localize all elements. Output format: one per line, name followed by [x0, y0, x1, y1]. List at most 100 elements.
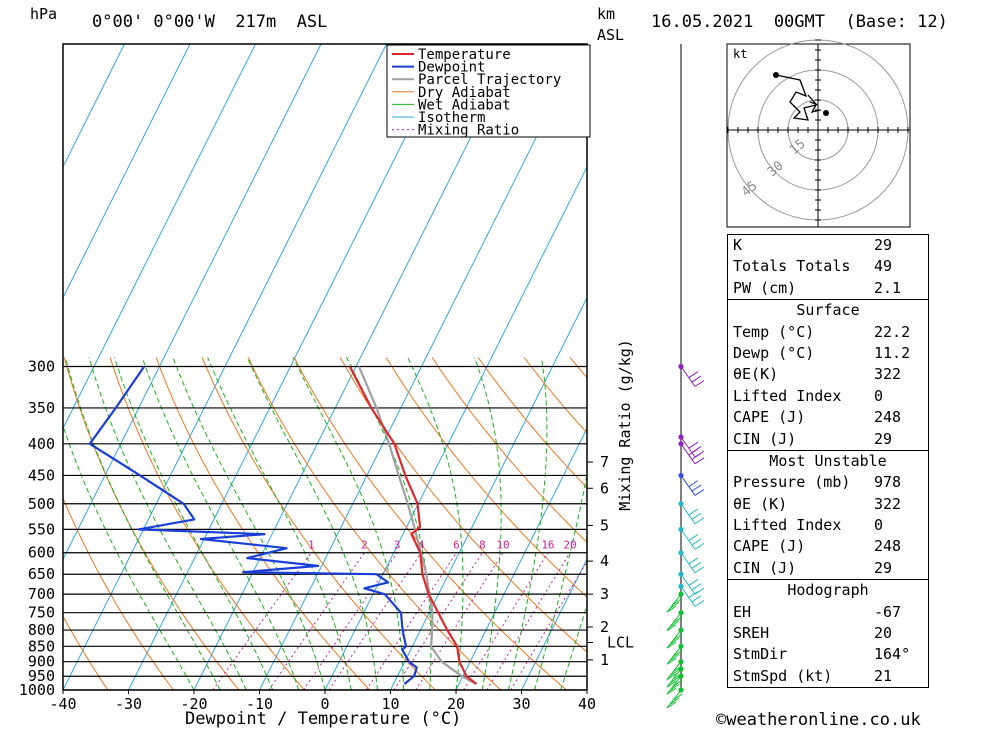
height-tick-label: 6 [600, 479, 609, 497]
datetime-title: 16.05.2021 00GMT (Base: 12) [651, 12, 948, 32]
pressure-tick-label: 850 [28, 637, 55, 655]
dry-adiabat-line [339, 357, 587, 653]
surface-row: CIN (J) 29 [733, 429, 893, 448]
mixing-ratio-axis-title: Mixing Ratio (g/kg) [616, 339, 634, 511]
wind-barb [678, 434, 705, 458]
height-tick-label: 3 [600, 585, 609, 603]
surface-row: θE(K) 322 [733, 365, 902, 384]
wet-adiabat-line [560, 603, 587, 690]
wind-barb-flag [672, 693, 683, 701]
mixing-ratio-line [303, 552, 398, 690]
wind-barb-shaft [680, 573, 696, 595]
mixing-ratio-label: 1 [308, 539, 315, 552]
dry-adiabat-line [984, 357, 1000, 690]
mixing-ratio-label: 20 [563, 539, 576, 552]
wind-barb-shaft [680, 436, 696, 458]
wet-adiabat-line [113, 357, 274, 690]
wind-barb-flag [672, 665, 683, 673]
wind-barb-flag [672, 679, 683, 687]
isotherm-line [63, 44, 191, 299]
wind-barb-flag [666, 701, 677, 709]
most-unstable-title: Most Unstable [728, 449, 928, 472]
dry-adiabat-line [477, 357, 587, 489]
wind-barb [678, 526, 705, 550]
wind-barb-flag [688, 534, 699, 541]
wind-barb-flag [666, 605, 677, 613]
wind-barb [666, 687, 684, 709]
wind-barb-flag [666, 657, 677, 665]
most-unstable-row: Pressure (mb) 978 [733, 473, 902, 492]
wet-adiabat-line [292, 357, 405, 690]
wind-barb-flag [688, 579, 699, 586]
pressure-tick-label: 800 [28, 621, 55, 639]
isotherm-line [521, 558, 587, 690]
pressure-tick-label: 1000 [19, 681, 55, 699]
indices-panel: K 29 Totals Totals 49 PW (cm) 2.1 Surface T… [727, 234, 929, 689]
dry-adiabat-line [431, 357, 587, 544]
wet-adiabat-line [246, 357, 378, 690]
wind-barb-shaft [680, 529, 696, 550]
wind-barb-flag [694, 566, 705, 574]
isotherm-line [455, 427, 587, 690]
wet-adiabat-line [346, 357, 432, 690]
hodograph-point [773, 72, 779, 78]
hodograph-stats-row: SREH 20 [733, 624, 893, 643]
wind-barb-flag [672, 616, 683, 624]
dry-adiabat-line [63, 496, 174, 690]
height-tick-label: 7 [600, 453, 609, 471]
mixing-ratio-label: 4 [418, 539, 425, 552]
temperature-tick-label: -30 [115, 695, 142, 713]
wet-adiabat-line [172, 357, 326, 690]
hodograph-trace [775, 74, 821, 121]
lcl-label: LCL [607, 634, 634, 652]
wind-barb-flag [691, 375, 702, 383]
wind-barb-flag [669, 637, 680, 645]
temperature-tick-label: 0 [320, 695, 329, 713]
wind-barb-flag [666, 624, 677, 632]
wind-barb-flag [691, 484, 702, 492]
wind-barb-flag [694, 380, 705, 387]
temperature-tick-label: 20 [447, 695, 465, 713]
wind-barb [678, 571, 705, 595]
wet-adiabat-line [474, 357, 502, 690]
temperature-tick-label: 40 [578, 695, 596, 713]
mixing-ratio-label: 2 [361, 539, 368, 552]
dry-adiabat-line [63, 615, 109, 690]
wind-barb [666, 643, 684, 665]
wind-barb-flag [694, 457, 705, 465]
wet-adiabat-line [207, 357, 352, 690]
wind-barb-flag [688, 480, 699, 488]
wind-barb [678, 472, 705, 496]
wind-barb-shaft [680, 503, 696, 525]
wind-barb-flag [669, 620, 680, 628]
legend-entry: Dewpoint [418, 60, 485, 76]
surface-row: CAPE (J) 248 [733, 408, 902, 427]
height-tick-label: 4 [600, 552, 609, 570]
wind-barb-shaft [680, 552, 696, 574]
wind-barb-shaft [680, 586, 696, 607]
pressure-tick-label: 300 [28, 357, 55, 375]
surface-row: Dewp (°C) 11.2 [733, 343, 911, 362]
pressure-unit: hPa [30, 5, 58, 23]
surface-row: Lifted Index 0 [733, 386, 884, 405]
most-unstable-row: θE (K) 322 [733, 494, 902, 513]
copyright: ©weatheronline.co.uk [716, 710, 921, 730]
mixing-ratio-label: 6 [453, 539, 460, 552]
wind-barb-flag [691, 446, 702, 454]
height-tick-label: 5 [600, 516, 609, 534]
wind-barb [666, 591, 684, 613]
most-unstable-row: CAPE (J) 248 [733, 537, 902, 556]
pressure-tick-label: 450 [28, 466, 55, 484]
legend-box [386, 44, 591, 138]
dry-adiabat-line [293, 357, 567, 690]
legend-entry: Dry Adiabat [418, 85, 511, 101]
most-unstable-row: Lifted Index 0 [733, 516, 884, 535]
wind-barb-flag [691, 595, 702, 603]
temperature-tick-label: -20 [180, 695, 207, 713]
legend-entry: Temperature [418, 47, 511, 63]
x-axis-title: Dewpoint / Temperature (°C) [185, 709, 462, 729]
isotherm-line [63, 44, 125, 168]
mixing-ratio-line [510, 560, 587, 690]
wind-barb-flag [669, 669, 680, 677]
